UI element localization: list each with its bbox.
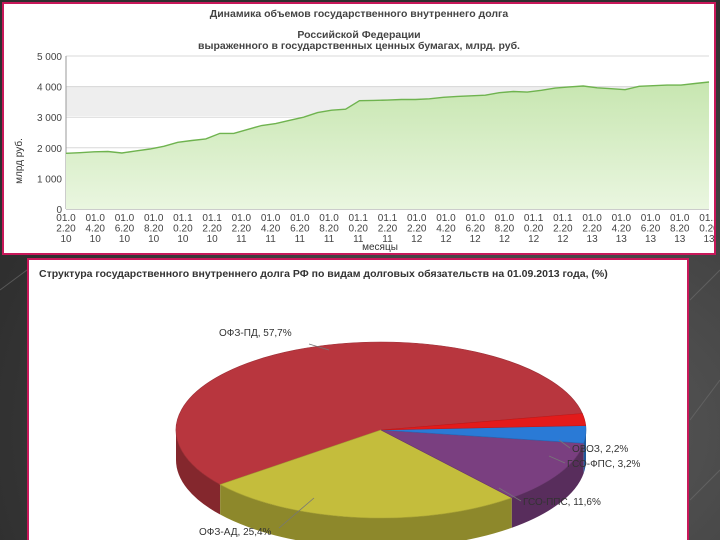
y-axis-label: млрд руб.: [13, 138, 25, 184]
pie-slice-side: [583, 430, 586, 474]
pie-labels: ОФЗ-ПД, 57,7% ОФЗ-АД, 25,4% ГСО-ППС, 11,6%…: [199, 328, 641, 538]
line-chart-title-1: Динамика объемов государственного внутре…: [209, 8, 509, 20]
y-tick-label: 4 000: [37, 83, 62, 94]
y-tick-label: 5 000: [37, 52, 62, 63]
x-tick-label: 01.1 0.20 12: [524, 213, 544, 245]
pie-slice-side: [220, 484, 512, 540]
x-axis-label: месяцы: [362, 242, 398, 253]
area-chart: 0 1 000 2 000 3 000 4 000 5 000 01.0 2.20 10 01.…: [13, 52, 714, 253]
series-line: [65, 81, 710, 154]
pie-leader-line: [548, 455, 566, 464]
pie-slice: [380, 429, 585, 499]
y-tick-label: 3 000: [37, 113, 62, 124]
x-tick-label: 01.1 2.20 10: [202, 213, 222, 245]
x-tick-label: 01.0 4.20 11: [261, 213, 281, 245]
x-tick-label: 01.0 2.20 13: [582, 213, 602, 245]
line-chart-title-2: Российской Федерации: [297, 29, 421, 41]
x-tick-label: 01.1 0.20 11: [349, 213, 369, 245]
pie-sides: [176, 430, 586, 540]
x-tick-label: 01.0 6.20 12: [465, 213, 485, 245]
x-tick-label: 01.1 2.20 11: [378, 213, 398, 245]
x-tick-label: 01.0 8.20 10: [144, 213, 164, 245]
x-tick-label: 01.0 4.20 10: [85, 213, 105, 245]
y-tick-label: 0: [56, 205, 62, 216]
pie-slice-side: [511, 443, 584, 528]
x-tick-label: 01.0 6.20 11: [290, 213, 310, 245]
decorative-lines: [0, 269, 720, 501]
pie-slice-label: ОФЗ-ПД, 57,7%: [219, 328, 292, 339]
pie-slice: [380, 413, 587, 431]
x-tick-label: 01.1 2.20 12: [553, 213, 573, 245]
pie-leader-line: [308, 343, 330, 351]
pie-chart-panel: Структура государственного внутреннего д…: [27, 258, 689, 540]
x-tick-label: 01.1 0.20 10: [173, 213, 193, 245]
line-chart-panel: Динамика объемов государственного внутре…: [2, 2, 716, 255]
pie-chart: ОФЗ-ПД, 57,7% ОФЗ-АД, 25,4% ГСО-ППС, 11,6%…: [175, 328, 641, 540]
x-tick-label: 01.10.2013: [699, 213, 714, 245]
pie-slice: [219, 429, 513, 519]
line-chart-title-3: выраженного в государственных ценных бум…: [198, 40, 520, 52]
pie-slice-label: ГСО-ППС, 11,6%: [523, 497, 601, 508]
pie-leader-line: [278, 497, 315, 529]
x-tick-label: 01.0 8.20 12: [495, 213, 515, 245]
x-tick-label: 01.0 4.20 13: [612, 213, 632, 245]
x-tick-label: 01.0 6.20 13: [641, 213, 661, 245]
x-tick-label: 01.0 6.20 10: [115, 213, 135, 245]
pie-slice-side: [176, 430, 221, 515]
pie-slice-label: ОВОЗ, 2,2%: [572, 444, 628, 455]
pie-leader-line: [558, 439, 571, 449]
pie-chart-title: Структура государственного внутреннего д…: [39, 268, 608, 280]
x-tick-label: 01.0 2.20 12: [407, 213, 427, 245]
series-area: [66, 82, 709, 209]
x-tick-label: 01.0 8.20 13: [670, 213, 690, 245]
y-tick-label: 2 000: [37, 144, 62, 155]
x-tick-label: 01.0 2.20 11: [232, 213, 252, 245]
pie-slice: [175, 341, 583, 485]
x-tick-label: 01.0 2.20 10: [56, 213, 76, 245]
x-tick-label: 01.0 4.20 12: [436, 213, 456, 245]
pie-top: [175, 341, 587, 519]
pie-slice-label: ГСО-ФПС, 3,2%: [567, 459, 641, 470]
pie-leader-line: [498, 487, 522, 502]
x-tick-label: 01.0 8.20 11: [319, 213, 339, 245]
pie-slice-label: ОФЗ-АД, 25,4%: [199, 527, 272, 538]
y-tick-label: 1 000: [37, 174, 62, 185]
